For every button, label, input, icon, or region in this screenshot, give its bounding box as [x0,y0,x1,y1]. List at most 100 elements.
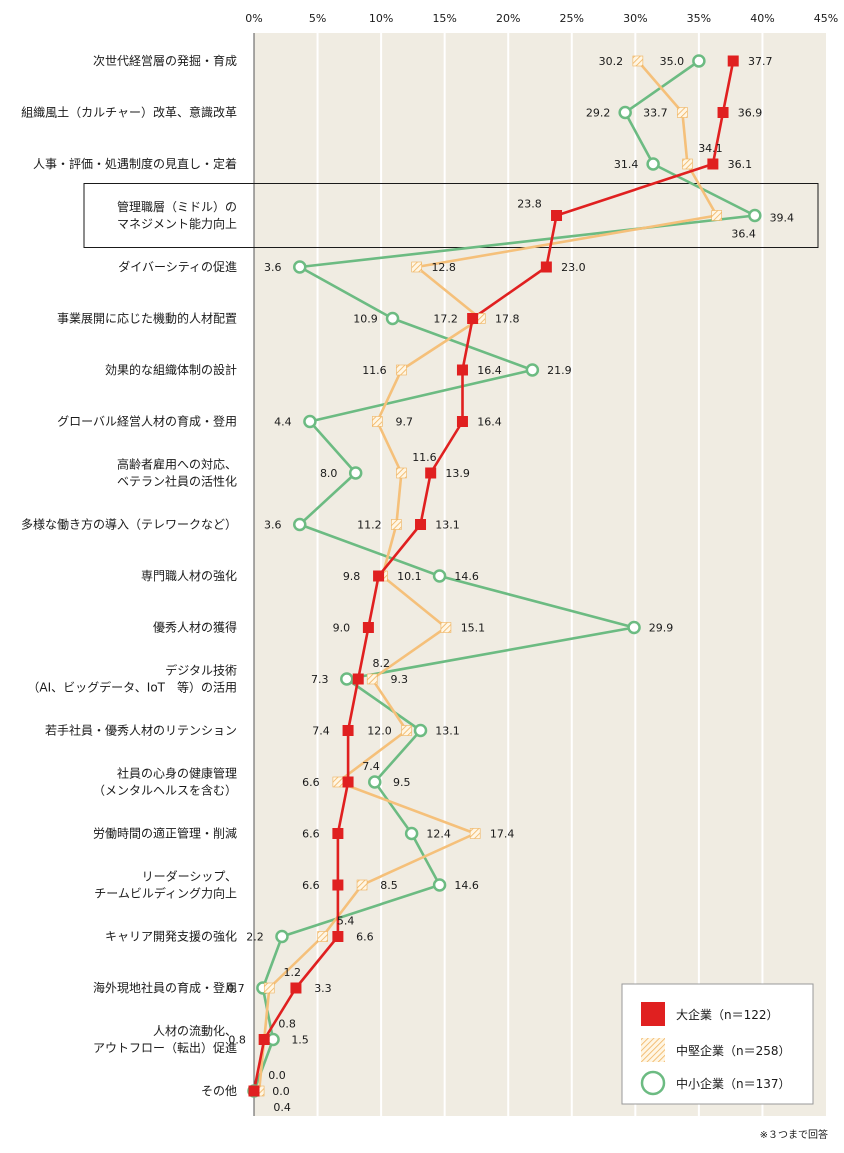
point-large [352,673,364,685]
category-label: 労働時間の適正管理・削減 [93,826,237,841]
point-large [342,725,354,736]
data-label: 0.4 [273,1101,291,1114]
point-small [303,414,317,429]
data-label: 8.5 [380,879,398,892]
data-label: 8.2 [372,657,390,670]
x-tick-label: 40% [750,12,774,25]
data-label: 2.2 [246,931,264,944]
point-small [618,105,632,120]
category-label: リーダーシップ、 [142,869,237,884]
category-label: 海外現地社員の育成・登用 [93,980,237,995]
point-large [362,622,374,633]
point-small [525,363,540,377]
data-label: 17.8 [495,313,520,326]
data-label: 23.0 [561,261,586,274]
data-label: 12.0 [367,725,392,738]
data-label: 9.3 [390,673,408,686]
x-tick-label: 15% [432,12,456,25]
data-label: 1.2 [284,966,302,979]
data-label: 15.1 [461,622,486,635]
point-large [425,467,437,479]
data-label: 1.5 [291,1034,309,1047]
category-label: 管理職層（ミドル）の [117,199,237,214]
legend-marker-small [640,1070,666,1096]
data-label: 33.7 [643,107,668,120]
highlight-box [83,183,819,248]
data-label: 36.4 [731,228,756,241]
x-tick-label: 45% [814,12,838,25]
point-mid [396,467,407,479]
point-mid [391,519,402,530]
point-mid [396,364,407,376]
point-large [332,879,344,891]
data-label: 16.4 [477,364,502,377]
point-large [415,519,427,530]
data-label: 36.1 [728,158,753,171]
point-small [432,569,447,583]
data-label: 12.4 [426,828,451,841]
point-large [342,776,354,788]
category-label: チームビルディング力向上 [94,886,237,901]
point-mid [401,725,412,736]
data-labels: 30.2 35.0 37.7 29.2 33.7 36.9 31.4 34.1 36.1 23.8… [227,55,794,1114]
category-label: アウトフロー（転出）促進 [93,1041,237,1055]
point-small [340,672,354,686]
data-label: 8.0 [320,467,338,480]
data-label: 37.7 [748,55,773,68]
point-small [293,260,307,274]
point-mid [371,416,383,427]
point-mid [632,55,644,67]
point-mid [263,982,275,994]
data-label: 13.1 [435,519,460,532]
data-label: 7.4 [362,760,380,773]
category-label: 多様な働き方の導入（テレワークなど） [21,517,237,532]
data-label: 17.4 [490,828,515,841]
point-mid [411,261,423,273]
data-label: 11.2 [357,519,382,532]
category-label: （AI、ビッグデータ、IoT 等）の活用 [27,680,237,695]
point-small [275,929,289,944]
point-large [290,982,302,994]
data-label: 23.8 [517,198,542,211]
data-label: 34.1 [698,142,723,155]
category-label: 組織風土（カルチャー）改革、意識改革 [21,105,237,120]
point-mid [677,107,688,118]
point-small [692,54,706,68]
category-label: デジタル技術 [165,663,237,678]
x-axis-ticks: 0% 5% 10% 15% 20% 25% 30% 35% 40% 45% [245,12,838,25]
point-mid [711,210,722,221]
point-large [332,828,344,839]
data-label: 36.9 [738,107,763,120]
category-label: 社員の心身の健康管理 [117,766,237,781]
data-label: 11.6 [362,364,387,377]
point-mid [332,776,344,788]
x-tick-label: 10% [369,12,393,25]
data-label: 29.9 [649,622,674,635]
category-label: 人事・評価・処遇制度の見直し・定着 [33,156,237,171]
point-large [727,55,739,67]
point-small [413,723,428,738]
data-label: 0.7 [227,982,245,995]
category-label: グローバル経営人材の育成・登用 [57,414,237,429]
point-small [348,466,363,480]
point-mid [440,622,452,633]
point-small [293,517,307,532]
point-small [385,311,400,326]
category-label: ダイバーシティの促進 [118,259,237,274]
data-label: 9.5 [393,776,411,789]
point-small [404,826,419,841]
category-labels: 次世代経営層の発掘・育成組織風土（カルチャー）改革、意識改革人事・評価・処遇制度… [21,53,237,1098]
data-label: 13.9 [445,467,470,480]
category-label: 事業展開に応じた機動的人材配置 [57,311,237,326]
data-label: 3.6 [264,519,282,532]
point-large [551,210,563,221]
point-mid [366,673,378,685]
legend-marker-mid [641,1038,665,1062]
data-label: 35.0 [660,55,685,68]
data-label: 16.4 [477,416,502,429]
point-mid [469,828,481,839]
point-large [456,364,468,376]
data-label: 7.4 [312,725,330,738]
point-large [373,570,385,582]
legend: 大企業（n＝122） 中堅企業（n＝258） 中小企業（n＝137） [621,983,814,1105]
